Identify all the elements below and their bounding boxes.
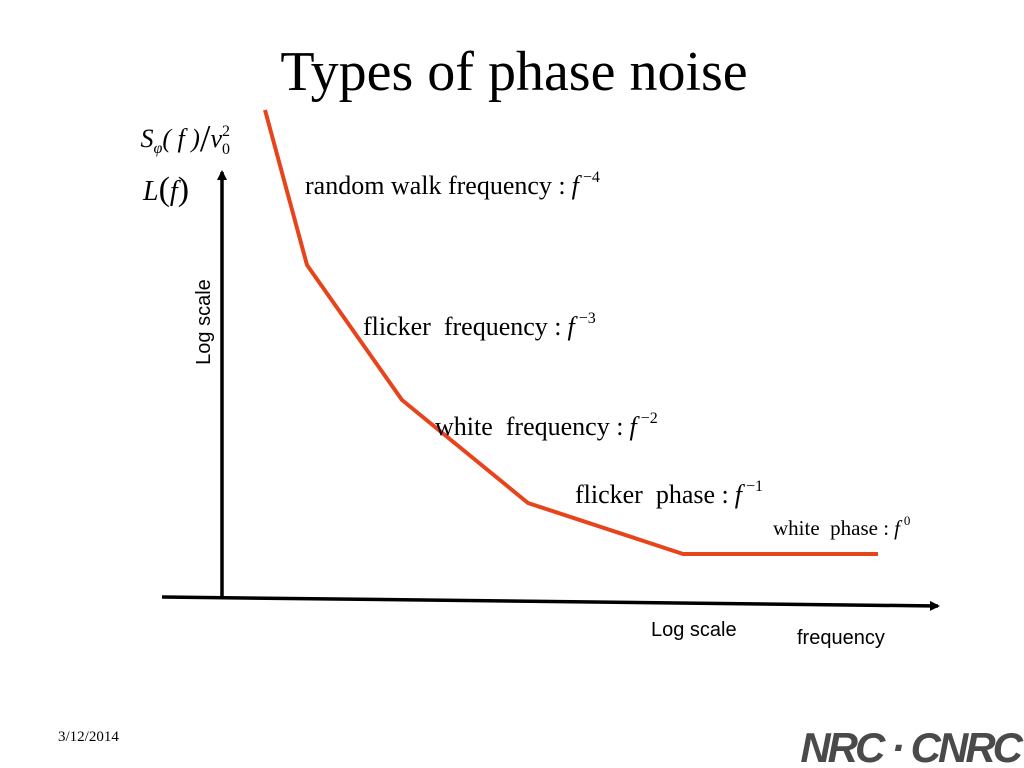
region-exponent: −3 bbox=[579, 310, 596, 327]
region-label: random walk frequency : f −4 bbox=[305, 169, 600, 200]
region-label: flicker phase : f −1 bbox=[575, 478, 763, 509]
noise-curve bbox=[263, 109, 878, 556]
region-base: f bbox=[572, 171, 583, 200]
y-scale-label: Log scale bbox=[193, 279, 215, 365]
region-label: white frequency : f −2 bbox=[435, 410, 658, 441]
y-expr1: Sφ( f )/ν02 bbox=[108, 113, 250, 160]
region-text: white phase : bbox=[773, 516, 889, 540]
y-expr-part: φ bbox=[154, 140, 163, 157]
y-expr-part: ( f ) bbox=[162, 124, 200, 153]
y-expr-part: 0 bbox=[222, 141, 230, 158]
region-text: random walk frequency : bbox=[305, 171, 566, 200]
y-expr-part: f bbox=[170, 176, 181, 207]
region-base: f bbox=[894, 516, 903, 540]
region-text: white frequency : bbox=[435, 412, 623, 441]
region-base: f bbox=[629, 412, 640, 441]
region-text: flicker frequency : bbox=[363, 312, 562, 341]
y-expr-part: / bbox=[200, 118, 211, 160]
y-expr-part: S bbox=[141, 124, 154, 153]
y-expr-part: L bbox=[142, 176, 159, 207]
x-axis bbox=[161, 595, 940, 611]
y-expr-part: ( bbox=[159, 171, 170, 208]
region-base: f bbox=[568, 312, 579, 341]
y-expr2: L(f) bbox=[108, 171, 210, 208]
region-text: flicker phase : bbox=[575, 480, 729, 509]
x-axis-label: frequency bbox=[797, 627, 885, 649]
footer-date: 3/12/2014 bbox=[58, 729, 119, 745]
y-expr-part: 2 bbox=[222, 123, 230, 140]
region-exponent: 0 bbox=[904, 513, 911, 528]
region-exponent: −4 bbox=[583, 169, 600, 186]
y-expr-part: ) bbox=[178, 171, 189, 208]
region-base: f bbox=[735, 480, 746, 509]
y-expr-part: ν bbox=[210, 124, 222, 153]
footer-logo: NRC · CNRC bbox=[800, 724, 1023, 768]
x-scale-label: Log scale bbox=[651, 619, 737, 641]
region-label: flicker frequency : f −3 bbox=[363, 310, 596, 341]
region-exponent: −1 bbox=[746, 478, 763, 495]
region-exponent: −2 bbox=[641, 410, 658, 427]
title: Types of phase noise bbox=[280, 41, 747, 103]
